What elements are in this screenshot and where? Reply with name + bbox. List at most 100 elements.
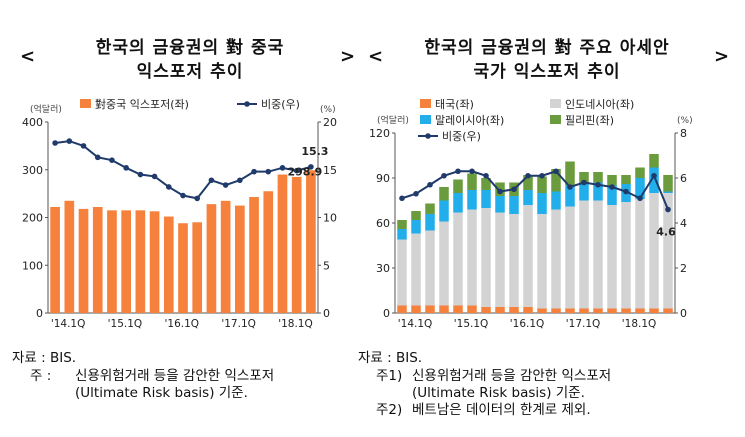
- right-share-point: [637, 195, 643, 202]
- right-bar-2: [579, 184, 589, 201]
- right-share-point: [511, 186, 517, 193]
- right-x-tick-label: '17.1Q: [566, 318, 601, 330]
- right-note2-line1: 베트남은 데이터의 한계로 제외.: [412, 402, 591, 418]
- left-y-left-tick-label: 0: [36, 307, 43, 320]
- left-bar-0: [249, 196, 259, 313]
- right-bar-0: [537, 308, 547, 313]
- left-note-line1: 신용위험거래 등을 감안한 익스포저: [75, 368, 275, 384]
- right-bar-0: [565, 308, 575, 313]
- right-bar-2: [495, 196, 505, 213]
- right-legend-label-philippines: 필리핀(좌): [565, 114, 614, 127]
- right-y-left-tick-label: 0: [383, 307, 390, 320]
- right-bar-2: [481, 190, 491, 208]
- right-bar-0: [663, 308, 673, 313]
- right-bar-2: [439, 200, 449, 222]
- right-bar-3: [411, 211, 421, 220]
- right-bar-0: [523, 307, 533, 313]
- left-share-point: [208, 177, 215, 184]
- right-y-right-tick-label: 6: [680, 172, 687, 185]
- right-x-tick-label: '18.1Q: [622, 318, 657, 330]
- right-share-point: [413, 190, 419, 197]
- right-title-arrow-left: <: [368, 46, 384, 67]
- left-bar-0: [291, 176, 302, 313]
- right-legend-label-line: 비중(우): [442, 130, 481, 143]
- right-legend-label-thailand: 태국(좌): [435, 98, 474, 111]
- right-bar-0: [649, 308, 659, 313]
- right-legend-swatch-malaysia: [420, 115, 431, 124]
- right-bar-3: [579, 172, 589, 184]
- left-share-point: [165, 184, 172, 190]
- right-note2-label: 주2): [376, 402, 403, 418]
- right-bar-1: [411, 233, 421, 306]
- left-note-label: 주 :: [30, 368, 52, 384]
- right-bar-1: [593, 200, 603, 309]
- left-bar-0: [50, 206, 60, 313]
- right-y-right-tick-label: 2: [680, 262, 687, 275]
- right-x-tick-label: '14.1Q: [398, 318, 433, 330]
- right-bar-2: [607, 185, 617, 205]
- right-legend-label-indonesia: 인도네시아(좌): [565, 98, 634, 111]
- right-legend-swatch-thailand: [420, 99, 431, 108]
- right-share-point: [595, 181, 601, 188]
- right-bar-3: [593, 172, 603, 183]
- right-bar-3: [467, 173, 477, 190]
- left-bar-0: [135, 210, 146, 313]
- right-chart-title: 한국의 금융권의 對 주요 아세안 국가 익스포저 추이: [382, 36, 712, 84]
- left-share-line: [54, 140, 312, 200]
- right-bar-3: [453, 179, 463, 193]
- left-share-point: [80, 143, 87, 149]
- right-bar-0: [467, 305, 477, 313]
- right-bar-3: [635, 167, 645, 178]
- right-share-point: [525, 172, 531, 179]
- left-y-left-tick-label: 300: [22, 164, 43, 177]
- right-bar-2: [453, 193, 463, 213]
- right-bar-3: [439, 187, 449, 201]
- right-bar-0: [397, 305, 407, 313]
- right-share-point: [427, 181, 433, 188]
- right-share-point: [581, 179, 587, 186]
- right-y-left-tick-label: 120: [369, 127, 390, 140]
- right-bar-0: [481, 307, 491, 313]
- left-x-tick-label: '16.1Q: [165, 318, 200, 330]
- right-share-point: [399, 195, 405, 202]
- right-bar-3: [397, 220, 407, 229]
- left-y-right-tick-label: 15: [323, 164, 337, 177]
- left-title-arrow-right: >: [340, 46, 356, 67]
- right-legend-swatch-indonesia: [550, 99, 561, 108]
- right-line-last-label: 4.6: [656, 226, 676, 239]
- right-bar-1: [523, 205, 533, 307]
- left-share-point: [222, 182, 229, 188]
- right-bar-1: [481, 208, 491, 307]
- right-title-line1: 한국의 금융권의 對 주요 아세안: [424, 38, 670, 58]
- right-bar-2: [593, 182, 603, 201]
- left-title-line1: 한국의 금융권의 對 중국: [95, 38, 285, 58]
- right-bar-1: [621, 202, 631, 309]
- left-y-left-tick-label: 200: [22, 212, 43, 225]
- left-y-right-tick-label: 0: [323, 307, 330, 320]
- left-share-point: [123, 165, 129, 171]
- right-legend-marker-line: [425, 133, 431, 139]
- right-x-tick-label: '15.1Q: [454, 318, 489, 330]
- right-bar-2: [537, 193, 547, 214]
- right-bar-1: [509, 214, 519, 307]
- left-note-line2: (Ultimate Risk basis) 기준.: [75, 385, 248, 401]
- right-bar-3: [425, 203, 435, 214]
- right-share-point: [455, 168, 461, 175]
- left-chart-title: 한국의 금융권의 對 중국 익스포저 추이: [40, 36, 340, 84]
- right-title-arrow-right: >: [714, 46, 730, 67]
- right-source: 자료 : BIS.: [358, 350, 423, 366]
- left-bar-0: [178, 223, 188, 313]
- left-bar-0: [220, 200, 231, 313]
- left-bar-0: [121, 210, 131, 313]
- left-share-point: [237, 177, 243, 184]
- right-bar-3: [523, 175, 533, 190]
- right-share-point: [497, 188, 503, 195]
- left-share-point: [265, 168, 272, 175]
- right-y-left-tick-label: 30: [376, 262, 390, 275]
- right-legend-label-malaysia: 말레이시아(좌): [435, 114, 504, 127]
- right-y-left-tick-label: 60: [376, 217, 390, 230]
- left-share-point: [180, 192, 186, 199]
- right-bar-2: [467, 190, 477, 210]
- right-y-left-tick-label: 90: [376, 172, 390, 185]
- right-share-point: [483, 172, 489, 179]
